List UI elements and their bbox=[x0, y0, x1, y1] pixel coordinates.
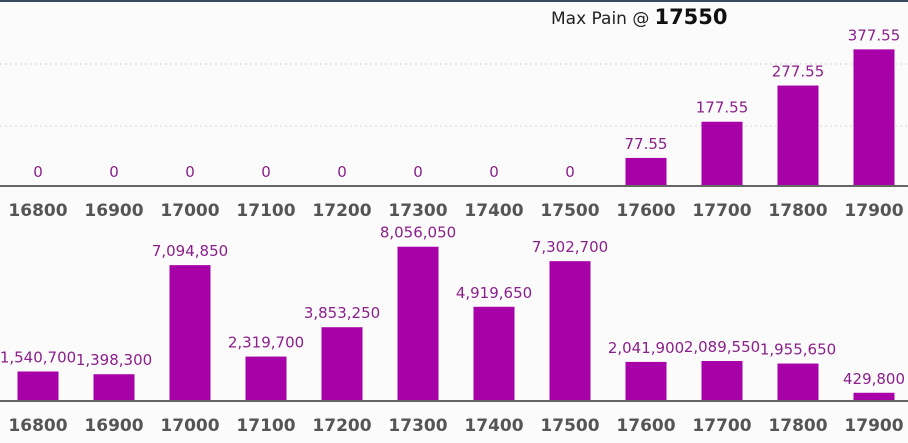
upper-tick-label: 17400 bbox=[464, 201, 523, 221]
upper-tick-label: 17000 bbox=[160, 201, 219, 221]
lower-bar-17500 bbox=[549, 261, 591, 401]
upper-data-label: 277.55 bbox=[772, 63, 825, 81]
upper-tick-label: 17100 bbox=[236, 201, 295, 221]
lower-bar-17000 bbox=[169, 265, 211, 401]
lower-bar-17900 bbox=[853, 392, 895, 401]
lower-data-label: 2,089,550 bbox=[684, 338, 760, 356]
lower-tick-label: 17900 bbox=[844, 416, 903, 436]
lower-data-label: 4,919,650 bbox=[456, 284, 532, 302]
lower-bar-17700 bbox=[701, 360, 743, 401]
lower-tick-label: 17300 bbox=[388, 416, 447, 436]
upper-data-label: 0 bbox=[185, 163, 195, 181]
lower-tick-label: 17500 bbox=[540, 416, 599, 436]
upper-tick-label: 17800 bbox=[768, 201, 827, 221]
lower-data-label: 3,853,250 bbox=[304, 304, 380, 322]
upper-bar-17900 bbox=[853, 49, 895, 187]
upper-data-label: 0 bbox=[33, 163, 43, 181]
lower-data-label: 1,540,700 bbox=[0, 348, 76, 366]
upper-data-label: 0 bbox=[413, 163, 423, 181]
lower-tick-label: 17200 bbox=[312, 416, 371, 436]
upper-tick-label: 17600 bbox=[616, 201, 675, 221]
upper-tick-label: 17500 bbox=[540, 201, 599, 221]
lower-bar-17600 bbox=[625, 361, 667, 401]
page-title: Max Pain @ 17550 bbox=[551, 5, 728, 29]
lower-data-label: 2,041,900 bbox=[608, 339, 684, 357]
lower-tick-label: 16900 bbox=[84, 416, 143, 436]
upper-tick-label: 17200 bbox=[312, 201, 371, 221]
upper-tick-label: 16900 bbox=[84, 201, 143, 221]
lower-bar-17800 bbox=[777, 363, 819, 401]
upper-tick-label: 17700 bbox=[692, 201, 751, 221]
lower-tick-label: 17700 bbox=[692, 416, 751, 436]
upper-tick-label: 17900 bbox=[844, 201, 903, 221]
lower-data-label: 8,056,050 bbox=[380, 224, 456, 242]
lower-data-label: 7,094,850 bbox=[152, 242, 228, 260]
lower-tick-label: 17400 bbox=[464, 416, 523, 436]
upper-data-label: 377.55 bbox=[848, 26, 901, 44]
lower-bar-16800 bbox=[17, 371, 59, 401]
upper-data-label: 77.55 bbox=[625, 135, 668, 153]
lower-bar-17400 bbox=[473, 306, 515, 401]
title-label: Max Pain @ bbox=[551, 9, 650, 29]
lower-tick-label: 17000 bbox=[160, 416, 219, 436]
lower-tick-label: 16800 bbox=[8, 416, 67, 436]
upper-bar-17600 bbox=[625, 157, 667, 186]
lower-tick-label: 17600 bbox=[616, 416, 675, 436]
lower-data-label: 7,302,700 bbox=[532, 238, 608, 256]
upper-data-label: 0 bbox=[565, 163, 575, 181]
lower-data-label: 2,319,700 bbox=[228, 334, 304, 352]
upper-tick-label: 16800 bbox=[8, 201, 67, 221]
lower-bar-17100 bbox=[245, 356, 287, 401]
lower-tick-label: 17100 bbox=[236, 416, 295, 436]
upper-data-label: 0 bbox=[337, 163, 347, 181]
upper-bar-17800 bbox=[777, 85, 819, 186]
upper-data-label: 0 bbox=[109, 163, 119, 181]
upper-tick-label: 17300 bbox=[388, 201, 447, 221]
upper-data-label: 0 bbox=[489, 163, 499, 181]
upper-data-label: 0 bbox=[261, 163, 271, 181]
lower-data-label: 1,398,300 bbox=[76, 351, 152, 369]
lower-data-label: 429,800 bbox=[843, 370, 905, 388]
upper-bar-17700 bbox=[701, 121, 743, 186]
lower-bar-17300 bbox=[397, 246, 439, 401]
lower-bar-16900 bbox=[93, 374, 135, 401]
lower-data-label: 1,955,650 bbox=[760, 341, 836, 359]
lower-tick-label: 17800 bbox=[768, 416, 827, 436]
lower-bar-17200 bbox=[321, 327, 363, 401]
upper-data-label: 177.55 bbox=[696, 99, 749, 117]
title-value: 17550 bbox=[654, 5, 728, 29]
